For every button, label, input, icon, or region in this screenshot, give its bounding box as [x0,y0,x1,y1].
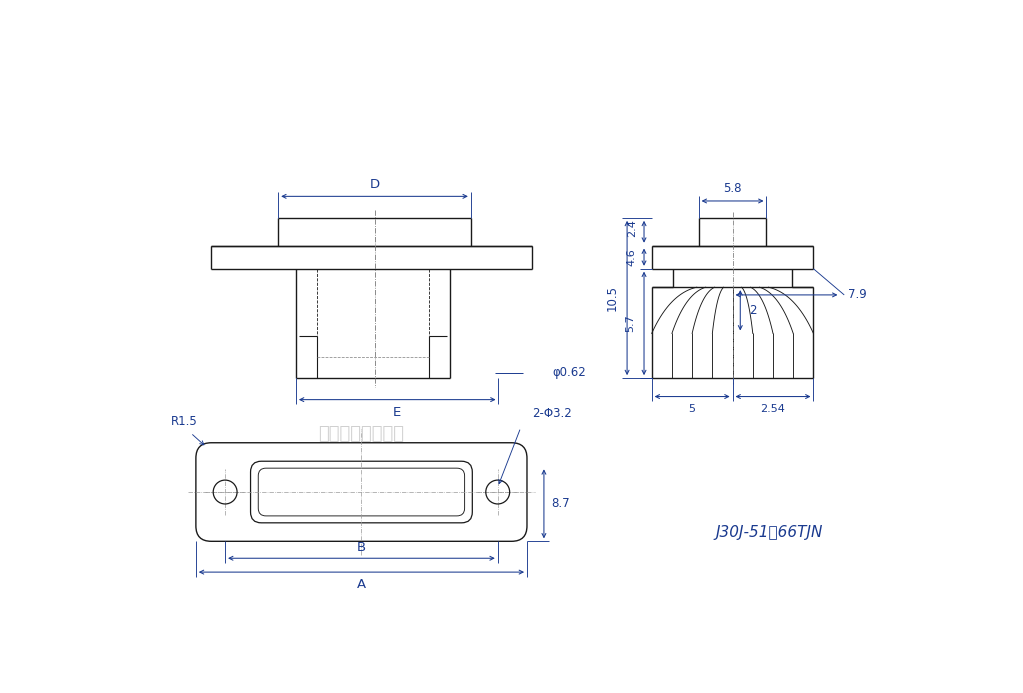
Text: 2.4: 2.4 [627,219,636,237]
Text: E: E [393,406,401,419]
Text: 4.6: 4.6 [627,248,636,266]
Text: 8.7: 8.7 [551,498,570,510]
Text: J30J-51、66TJN: J30J-51、66TJN [716,525,824,540]
Text: 2: 2 [749,304,756,317]
Text: 5.7: 5.7 [625,315,635,332]
Text: 5: 5 [688,404,696,414]
Text: 7.9: 7.9 [848,288,866,301]
Text: 2-Φ3.2: 2-Φ3.2 [532,407,572,420]
Text: A: A [357,578,366,591]
Text: 10.5: 10.5 [606,285,618,311]
Text: B: B [357,541,366,554]
Text: D: D [369,177,380,191]
Text: 2.54: 2.54 [760,404,786,414]
Text: φ0.62: φ0.62 [552,366,586,379]
Text: 西安卓一电子科技: 西安卓一电子科技 [318,425,404,443]
Text: 5.8: 5.8 [723,182,742,195]
Text: R1.5: R1.5 [171,414,197,428]
